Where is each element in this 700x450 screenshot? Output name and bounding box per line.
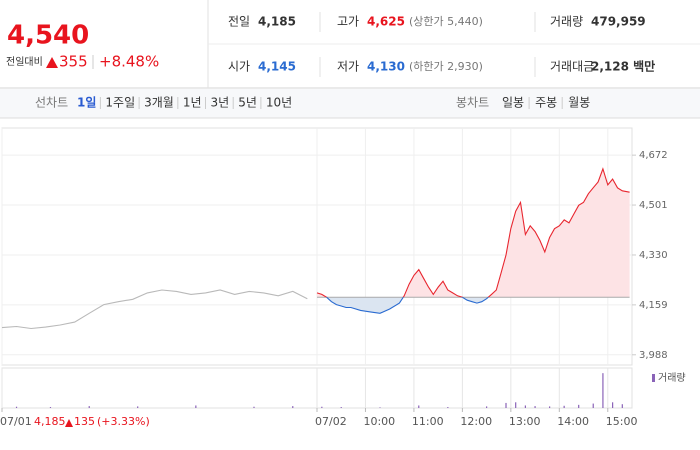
footer-prev-close: 4,185 bbox=[34, 415, 66, 428]
stat-value: 4,185 bbox=[258, 15, 296, 29]
stat-label: 전일 bbox=[228, 15, 250, 29]
volume-bar bbox=[515, 402, 517, 408]
stat-value: 4,130 bbox=[367, 60, 405, 74]
volume-bar bbox=[524, 405, 526, 408]
up-icon bbox=[65, 419, 73, 427]
change-rate: +8.48% bbox=[99, 53, 159, 71]
period-tab[interactable]: 1일 bbox=[77, 96, 96, 110]
volume-bar bbox=[621, 404, 623, 408]
volume-bar bbox=[379, 407, 381, 408]
x-tick-label: 07/01 bbox=[0, 415, 32, 428]
current-price: 4,540 bbox=[7, 21, 89, 51]
period-tab[interactable]: 1주일 bbox=[105, 96, 135, 110]
y-tick-label: 4,501 bbox=[639, 200, 668, 211]
legend-swatch bbox=[652, 374, 655, 382]
period-tab[interactable]: 3년 bbox=[211, 96, 230, 110]
price-line-down bbox=[325, 297, 490, 314]
volume-bar bbox=[253, 406, 255, 408]
x-tick-label: 15:00 bbox=[606, 415, 638, 428]
stat-label: 거래량 bbox=[550, 15, 583, 29]
volume-bar bbox=[549, 406, 551, 408]
stat-note: (상한가 5,440) bbox=[409, 15, 483, 28]
volume-bar bbox=[88, 406, 90, 408]
stat-value: 4,145 bbox=[258, 60, 296, 74]
volume-bar bbox=[505, 402, 507, 408]
legend-label: 거래량 bbox=[658, 372, 686, 384]
footer-change: 135 bbox=[74, 415, 95, 428]
stat-value: 2,128 백만 bbox=[591, 59, 655, 74]
toolbar-label: 봉차트 bbox=[456, 96, 489, 110]
x-tick-label: 13:00 bbox=[509, 415, 541, 428]
candle-tab[interactable]: 월봉 bbox=[568, 96, 590, 110]
price-line bbox=[1, 289, 308, 330]
toolbar-label: 선차트 bbox=[35, 96, 68, 110]
price-line-up bbox=[316, 167, 630, 298]
stat-label: 거래대금 bbox=[550, 60, 594, 74]
y-tick-label: 3,988 bbox=[639, 350, 668, 361]
x-tick-label: 14:00 bbox=[557, 415, 589, 428]
x-tick-label: 11:00 bbox=[412, 415, 444, 428]
volume-bar bbox=[447, 407, 449, 408]
stat-value: 479,959 bbox=[591, 15, 646, 29]
volume-bar bbox=[486, 406, 488, 408]
stat-label: 저가 bbox=[337, 60, 359, 74]
stat-value: 4,625 bbox=[367, 15, 405, 29]
period-tab[interactable]: 5년 bbox=[238, 96, 257, 110]
area-up bbox=[317, 168, 630, 298]
volume-bar bbox=[15, 406, 18, 408]
area-down bbox=[317, 297, 630, 314]
volume-bar bbox=[418, 405, 420, 408]
volume-bar bbox=[578, 404, 580, 408]
x-tick-label: 10:00 bbox=[363, 415, 395, 428]
change-label: 전일대비 bbox=[6, 56, 43, 68]
volume-bar bbox=[137, 406, 139, 408]
volume-bar bbox=[602, 373, 604, 408]
toolbar bbox=[0, 89, 700, 118]
up-icon bbox=[46, 57, 58, 68]
stat-note: (하한가 2,930) bbox=[409, 59, 483, 73]
volume-bar bbox=[612, 402, 614, 408]
volume-bar bbox=[292, 406, 294, 408]
y-tick-label: 4,672 bbox=[639, 150, 668, 161]
change-value: 355 bbox=[59, 53, 88, 71]
stat-label: 고가 bbox=[337, 15, 359, 29]
x-tick-label: 07/02 bbox=[315, 415, 347, 428]
x-tick-label: 12:00 bbox=[460, 415, 492, 428]
period-tab[interactable]: 3개월 bbox=[144, 96, 174, 110]
period-tab[interactable]: 10년 bbox=[266, 96, 292, 110]
y-tick-label: 4,159 bbox=[639, 300, 668, 311]
volume-bar bbox=[534, 406, 536, 408]
volume-bar bbox=[49, 407, 52, 408]
y-tick-label: 4,330 bbox=[639, 250, 668, 261]
volume-bar bbox=[195, 405, 197, 408]
volume-bar bbox=[563, 405, 565, 408]
footer-rate: (+3.33%) bbox=[97, 415, 150, 428]
candle-tab[interactable]: 일봉 bbox=[502, 96, 524, 110]
period-tab[interactable]: 1년 bbox=[183, 96, 202, 110]
volume-bar bbox=[321, 406, 323, 408]
candle-tab[interactable]: 주봉 bbox=[535, 96, 557, 110]
volume-bar bbox=[592, 403, 594, 408]
volume-bar bbox=[340, 407, 342, 408]
stat-label: 시가 bbox=[228, 60, 250, 74]
